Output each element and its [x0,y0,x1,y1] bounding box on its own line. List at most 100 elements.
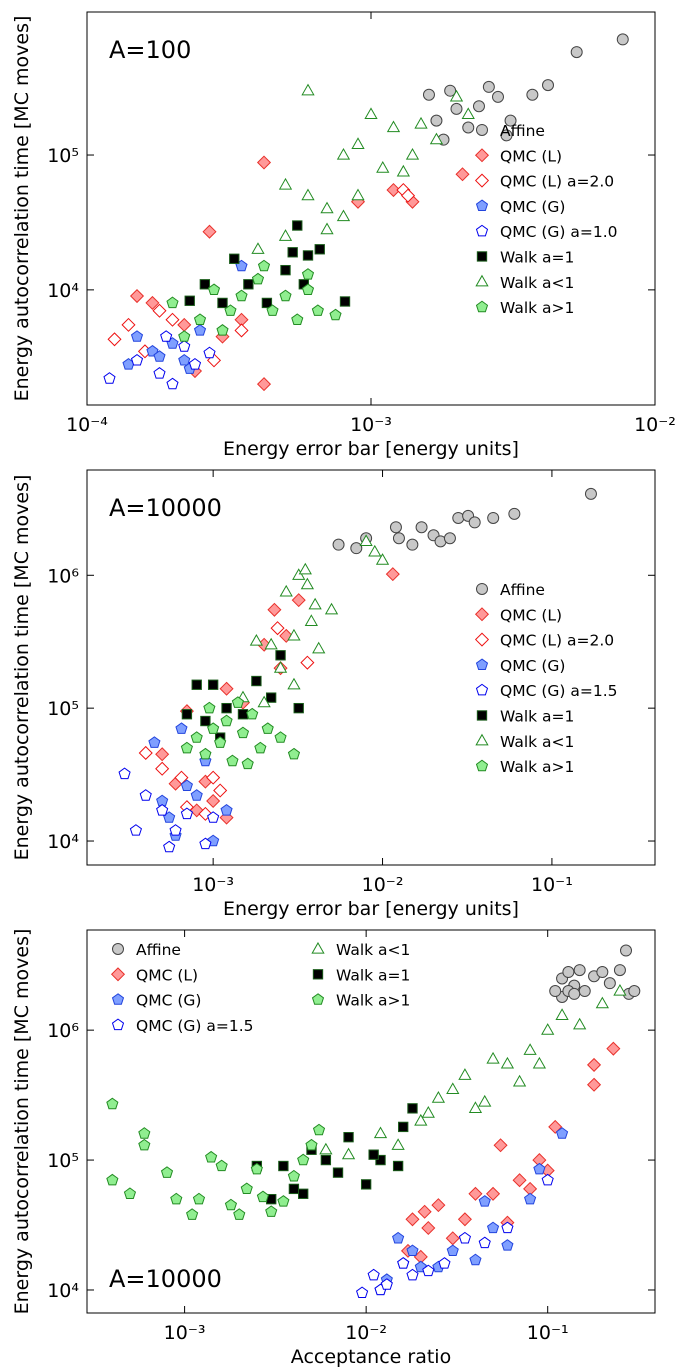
y-tick-label: 10⁵ [47,698,79,720]
point [606,1041,621,1056]
point [138,745,153,760]
point [319,1142,333,1155]
point [236,726,250,739]
point [106,1173,119,1186]
point [266,304,279,316]
point [241,757,254,770]
point [254,741,267,754]
point [457,1212,472,1227]
point [199,279,211,290]
point [184,295,195,306]
x-axis-label: Energy error bar [energy units] [223,438,519,460]
legend-label: QMC (L) a=2.0 [500,632,614,650]
point [445,1231,460,1246]
point [308,597,322,610]
point [261,297,273,309]
point [386,183,401,198]
point [205,1150,218,1163]
point [177,317,192,332]
point [367,1268,380,1281]
point [219,681,234,696]
point [405,147,420,160]
point [165,312,180,327]
legend-marker [474,148,490,163]
points [103,33,629,392]
point [452,511,465,524]
legend-label: QMC (G) [500,198,565,216]
point [155,761,170,776]
point [287,747,301,760]
point [291,313,304,325]
point [512,1173,527,1188]
point [243,279,254,290]
point [500,129,513,142]
point [198,806,213,821]
point [368,544,382,557]
point [568,987,581,1000]
x-tick-label: 10⁻⁴ [66,414,108,436]
legend-marker [475,274,489,287]
y-tick-label: 10⁴ [47,280,79,302]
point [279,289,292,302]
legend-label: Walk a=1 [500,248,574,266]
point [332,1167,344,1178]
point [570,46,583,59]
point [106,1097,119,1110]
x-tick-label: 10⁻³ [164,1322,206,1344]
legend-label: QMC (G) a=1.0 [500,223,618,241]
point [385,567,400,582]
point [186,1208,199,1220]
point [628,985,641,998]
point [190,731,203,743]
point [587,1077,602,1092]
point [220,714,233,727]
point [273,661,288,673]
point [336,147,351,160]
point [422,88,435,101]
legend-marker [311,941,325,954]
point [359,534,373,546]
point [297,1153,310,1166]
legend-marker [111,1018,125,1031]
point [279,584,293,597]
point [392,532,405,545]
point [202,224,217,239]
point [191,679,202,690]
point [438,1257,451,1269]
point [180,807,193,820]
point [301,268,315,280]
point [178,353,191,366]
legend-label: Walk a=1 [500,707,574,725]
point [251,675,262,687]
point [487,511,500,524]
point [304,614,318,626]
point [219,810,234,825]
point [486,1221,500,1234]
point [130,330,144,342]
point [373,1126,388,1139]
point [138,1138,151,1151]
point [414,116,428,129]
point [468,1186,483,1201]
point [206,793,221,809]
legend-label: Walk a>1 [500,758,574,776]
point [300,655,315,670]
y-tick-label: 10⁶ [47,1020,79,1042]
point [214,736,227,748]
point [311,304,324,316]
legend-label: QMC (L) a=2.0 [500,173,614,191]
point [392,1231,405,1244]
panel: 10⁻³ 10⁻² 10⁻¹ 10⁴ 10⁵ 10⁶ Acceptance ratio Ene… [11,929,656,1368]
point [287,628,301,641]
point [320,1154,332,1166]
point [224,304,237,316]
point [449,89,464,102]
panel: 10⁻³ 10⁻² 10⁻¹ 10⁴ 10⁵ 10⁶ Energy error bar [e… [11,469,656,920]
point [233,1208,246,1220]
point [200,715,211,727]
point [351,137,365,149]
point [291,593,306,608]
point [493,1138,508,1153]
point [620,944,633,957]
legend-label: QMC (L) [500,147,562,165]
